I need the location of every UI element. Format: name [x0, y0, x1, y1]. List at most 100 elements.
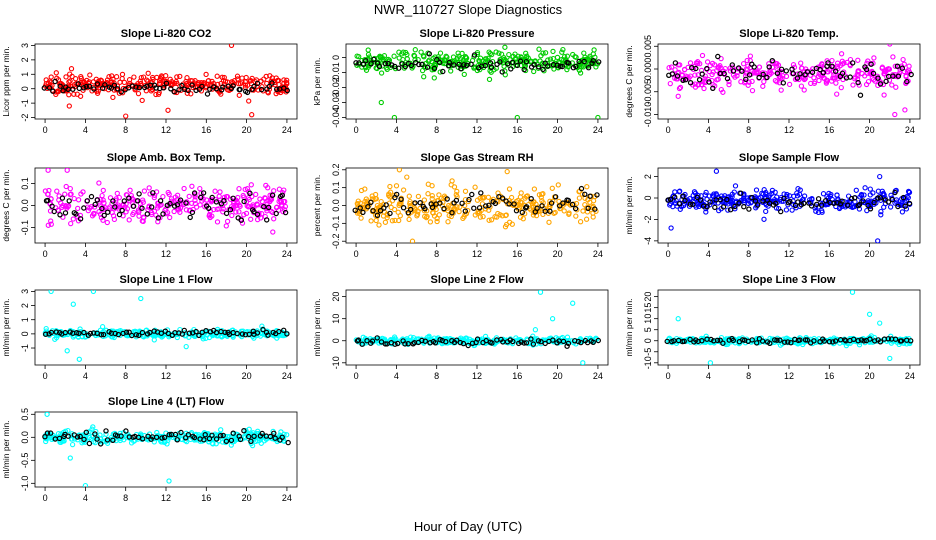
- black-point: [885, 336, 892, 342]
- data-point: [275, 77, 282, 84]
- data-point: [60, 438, 66, 444]
- data-point: [761, 216, 767, 222]
- data-point: [182, 437, 188, 444]
- y-tick-label: -10: [643, 356, 653, 369]
- black-point: [134, 198, 141, 204]
- black-point: [205, 205, 212, 211]
- data-point: [106, 74, 112, 80]
- black-point: [281, 327, 287, 333]
- data-point: [474, 197, 481, 203]
- black-point: [499, 69, 505, 75]
- black-point: [44, 430, 51, 436]
- black-point: [755, 202, 761, 208]
- data-point: [906, 63, 912, 69]
- y-tick-label: -0.01: [331, 62, 341, 83]
- data-point: [192, 200, 198, 207]
- black-point: [383, 202, 389, 208]
- data-point: [865, 58, 871, 64]
- data-point: [475, 210, 481, 216]
- data-point: [561, 208, 567, 214]
- data-point: [567, 202, 573, 208]
- data-point: [404, 174, 410, 180]
- outlier-point: [45, 168, 51, 173]
- data-point: [448, 68, 454, 74]
- data-point: [246, 204, 252, 210]
- black-point: [552, 194, 559, 200]
- data-point: [531, 186, 538, 192]
- black-point: [759, 338, 766, 344]
- black-point: [565, 197, 572, 204]
- data-point: [482, 206, 489, 212]
- x-tick-label: 24: [282, 249, 292, 259]
- black-point: [191, 190, 198, 196]
- black-point: [508, 66, 514, 72]
- data-point: [67, 185, 73, 192]
- data-point: [59, 204, 65, 211]
- data-point: [716, 207, 722, 214]
- data-point: [703, 189, 709, 196]
- black-point: [222, 329, 228, 335]
- data-point: [237, 80, 244, 87]
- data-point: [387, 194, 393, 200]
- black-point: [408, 62, 414, 69]
- black-point: [743, 76, 749, 83]
- black-point: [696, 76, 703, 83]
- data-point: [815, 73, 822, 79]
- data-point: [476, 57, 482, 64]
- black-point: [595, 337, 602, 344]
- data-point: [203, 335, 209, 341]
- x-tick-label: 20: [242, 371, 252, 381]
- y-tick-label: 20: [643, 292, 653, 302]
- data-point: [716, 64, 722, 70]
- black-point: [749, 194, 755, 201]
- black-point: [118, 89, 124, 95]
- outlier-point: [64, 168, 70, 173]
- black-point: [739, 68, 745, 74]
- black-point: [369, 338, 376, 344]
- x-tick-label: 0: [354, 371, 359, 381]
- data-point: [546, 219, 552, 225]
- data-point: [246, 98, 252, 104]
- data-point: [905, 188, 912, 195]
- black-point: [504, 61, 511, 67]
- data-point: [415, 208, 421, 214]
- black-point: [123, 329, 130, 335]
- data-point: [171, 208, 177, 215]
- data-point: [98, 77, 104, 83]
- black-point: [399, 61, 405, 67]
- y-tick-label: 0.1: [331, 181, 341, 194]
- black-point: [265, 332, 271, 338]
- black-point: [808, 203, 815, 209]
- data-point: [742, 78, 749, 85]
- data-point: [838, 84, 844, 91]
- x-tick-label: 16: [824, 371, 834, 381]
- black-point: [81, 205, 87, 211]
- black-point: [441, 205, 447, 212]
- data-point: [559, 49, 565, 55]
- data-point: [709, 60, 716, 67]
- data-point: [99, 192, 105, 199]
- black-point: [398, 196, 404, 202]
- black-point: [550, 337, 556, 343]
- y-tick-label: -0.04: [331, 107, 341, 128]
- black-point: [752, 198, 759, 204]
- black-point: [80, 85, 87, 91]
- panel-title: Slope Sample Flow: [739, 152, 840, 164]
- black-point: [904, 78, 910, 85]
- black-point: [110, 198, 116, 204]
- data-point: [259, 84, 265, 90]
- black-point: [469, 191, 475, 198]
- data-point: [174, 74, 180, 80]
- outlier-point: [892, 111, 898, 118]
- black-point: [746, 206, 752, 212]
- black-point: [176, 87, 182, 93]
- black-point: [121, 198, 128, 204]
- data-point: [479, 195, 485, 201]
- black-point: [111, 82, 118, 89]
- data-point: [672, 67, 678, 73]
- data-point: [153, 91, 159, 98]
- data-point: [128, 440, 135, 446]
- data-point: [273, 204, 280, 211]
- y-tick-label: -2: [643, 215, 653, 223]
